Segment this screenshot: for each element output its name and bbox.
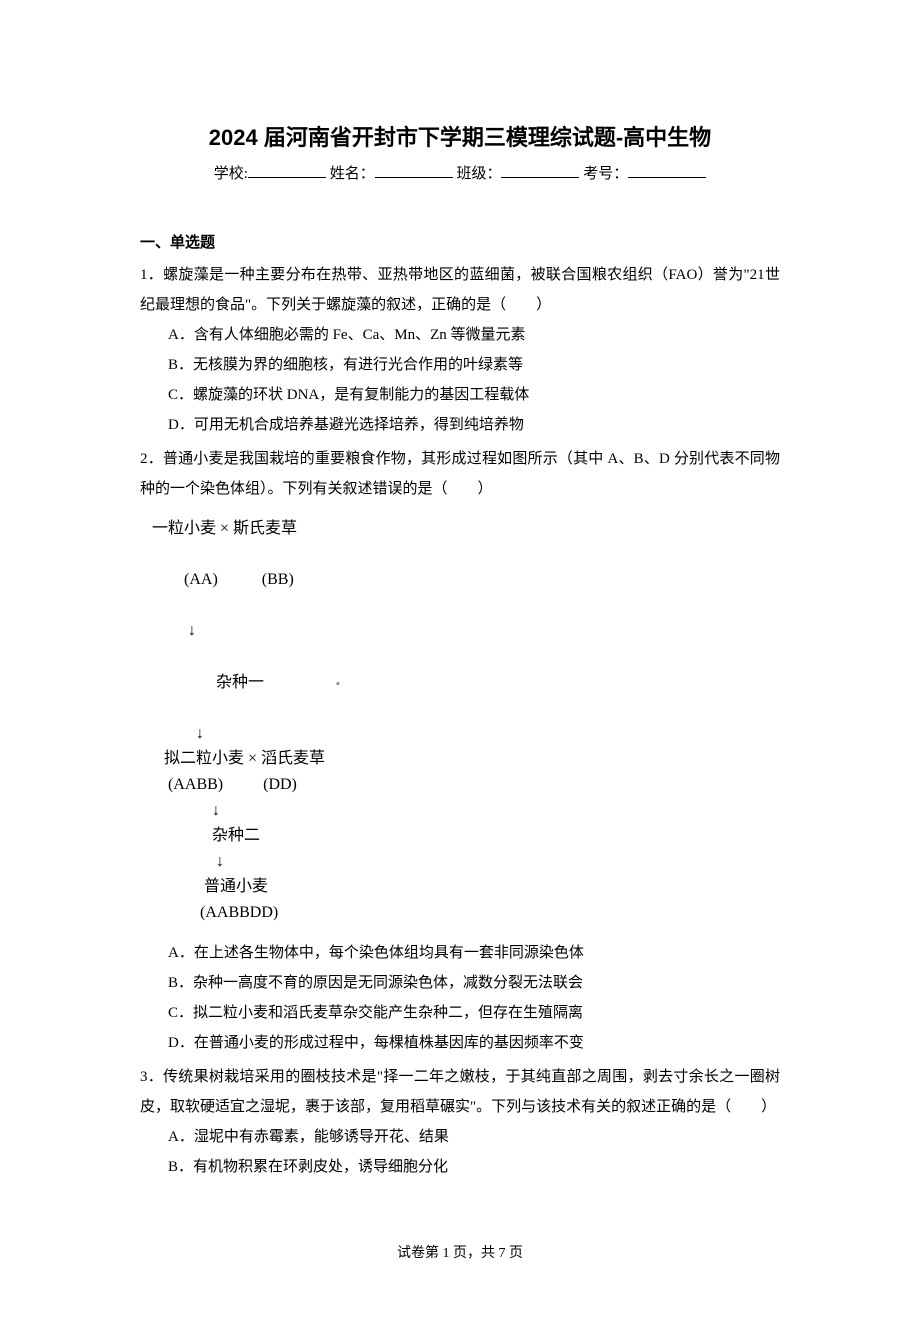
examno-label: 考号： (583, 166, 628, 182)
fig-line-2-text: 杂种一 (176, 674, 264, 691)
q2-option-b: B．杂种一高度不育的原因是无同源染色体，减数分裂无法联会 (140, 968, 780, 998)
school-label: 学校: (214, 166, 248, 182)
q1: 1．螺旋藻是一种主要分布在热带、亚热带地区的蓝细菌，被联合国粮农组织（FAO）誉… (140, 260, 780, 440)
exam-title: 2024 届河南省开封市下学期三模理综试题-高中生物 (140, 120, 780, 152)
fig-line-2: 杂种一 ▪ (152, 644, 780, 721)
examno-blank (628, 163, 706, 178)
square-dot-icon: ▪ (336, 678, 340, 690)
page-footer: 试卷第 1 页，共 7 页 (140, 1242, 780, 1262)
school-blank (248, 163, 326, 178)
down-arrow-icon: ↓ (188, 618, 196, 644)
q3-option-a: A．湿坭中有赤霉素，能够诱导开花、结果 (140, 1122, 780, 1152)
fig-arrow-3: ↓ (152, 798, 780, 824)
fig-line-1a: 一粒小麦 × 斯氏麦草 (152, 516, 780, 542)
name-blank (375, 163, 453, 178)
q1-stem: 1．螺旋藻是一种主要分布在热带、亚热带地区的蓝细菌，被联合国粮农组织（FAO）誉… (140, 260, 780, 320)
meta-row: 学校: 姓名： 班级： 考号： (140, 162, 780, 183)
fig-arrow-2: ↓ (152, 721, 780, 747)
q2-option-a: A．在上述各生物体中，每个染色体组均具有一套非同源染色体 (140, 938, 780, 968)
down-arrow-icon: ↓ (196, 721, 204, 747)
class-label: 班级： (456, 166, 501, 182)
fig-line-5a: 普通小麦 (152, 874, 780, 900)
fig-line-1b: (AA) (BB) (152, 542, 780, 619)
q2-figure: 一粒小麦 × 斯氏麦草 (AA) (BB) ↓ 杂种一 ▪ ↓ 拟二粒小麦 × … (152, 516, 780, 926)
q1-option-b: B．无核膜为界的细胞核，有进行光合作用的叶绿素等 (140, 350, 780, 380)
fig-line-4: 杂种二 (152, 823, 780, 849)
fig-line-3a: 拟二粒小麦 × 滔氏麦草 (152, 746, 780, 772)
name-label: 姓名： (330, 166, 375, 182)
fig-line-3b: (AABB) (DD) (152, 772, 780, 798)
down-arrow-icon: ↓ (216, 849, 224, 875)
q1-option-a: A．含有人体细胞必需的 Fe、Ca、Mn、Zn 等微量元素 (140, 320, 780, 350)
section-heading: 一、单选题 (140, 231, 780, 252)
fig-arrow-1: ↓ (152, 618, 780, 644)
q1-option-d: D．可用无机合成培养基避光选择培养，得到纯培养物 (140, 410, 780, 440)
down-arrow-icon: ↓ (212, 798, 220, 824)
q3-option-b: B．有机物积累在环剥皮处，诱导细胞分化 (140, 1152, 780, 1182)
fig-line-5b: (AABBDD) (152, 900, 780, 926)
fig-line-1b-text: (AA) (BB) (176, 571, 294, 588)
q2-option-d: D．在普通小麦的形成过程中，每棵植株基因库的基因频率不变 (140, 1028, 780, 1058)
class-blank (501, 163, 579, 178)
fig-arrow-4: ↓ (152, 849, 780, 875)
q2-stem: 2．普通小麦是我国栽培的重要粮食作物，其形成过程如图所示（其中 A、B、D 分别… (140, 444, 780, 504)
q3: 3．传统果树栽培采用的圈枝技术是"择一二年之嫩枝，于其纯直部之周围，剥去寸余长之… (140, 1062, 780, 1182)
q2-option-c: C．拟二粒小麦和滔氏麦草杂交能产生杂种二，但存在生殖隔离 (140, 998, 780, 1028)
q2: 2．普通小麦是我国栽培的重要粮食作物，其形成过程如图所示（其中 A、B、D 分别… (140, 444, 780, 1058)
q3-stem: 3．传统果树栽培采用的圈枝技术是"择一二年之嫩枝，于其纯直部之周围，剥去寸余长之… (140, 1062, 780, 1122)
q1-option-c: C．螺旋藻的环状 DNA，是有复制能力的基因工程载体 (140, 380, 780, 410)
